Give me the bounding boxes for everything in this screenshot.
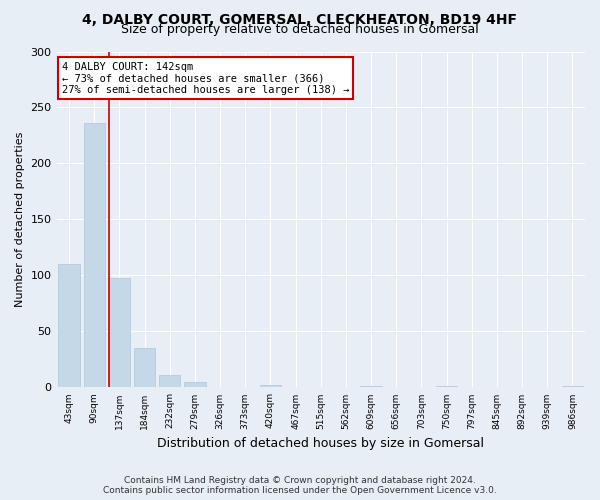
- Text: Size of property relative to detached houses in Gomersal: Size of property relative to detached ho…: [121, 22, 479, 36]
- Bar: [159, 375, 181, 388]
- Bar: [58, 264, 80, 388]
- Bar: [260, 385, 281, 388]
- Bar: [436, 386, 457, 388]
- Bar: [109, 278, 130, 388]
- Text: 4, DALBY COURT, GOMERSAL, CLECKHEATON, BD19 4HF: 4, DALBY COURT, GOMERSAL, CLECKHEATON, B…: [83, 12, 517, 26]
- Bar: [562, 386, 583, 388]
- Text: 4 DALBY COURT: 142sqm
← 73% of detached houses are smaller (366)
27% of semi-det: 4 DALBY COURT: 142sqm ← 73% of detached …: [62, 62, 349, 95]
- Bar: [83, 123, 105, 388]
- X-axis label: Distribution of detached houses by size in Gomersal: Distribution of detached houses by size …: [157, 437, 484, 450]
- Text: Contains HM Land Registry data © Crown copyright and database right 2024.
Contai: Contains HM Land Registry data © Crown c…: [103, 476, 497, 495]
- Bar: [184, 382, 206, 388]
- Bar: [134, 348, 155, 388]
- Y-axis label: Number of detached properties: Number of detached properties: [15, 132, 25, 307]
- Bar: [361, 386, 382, 388]
